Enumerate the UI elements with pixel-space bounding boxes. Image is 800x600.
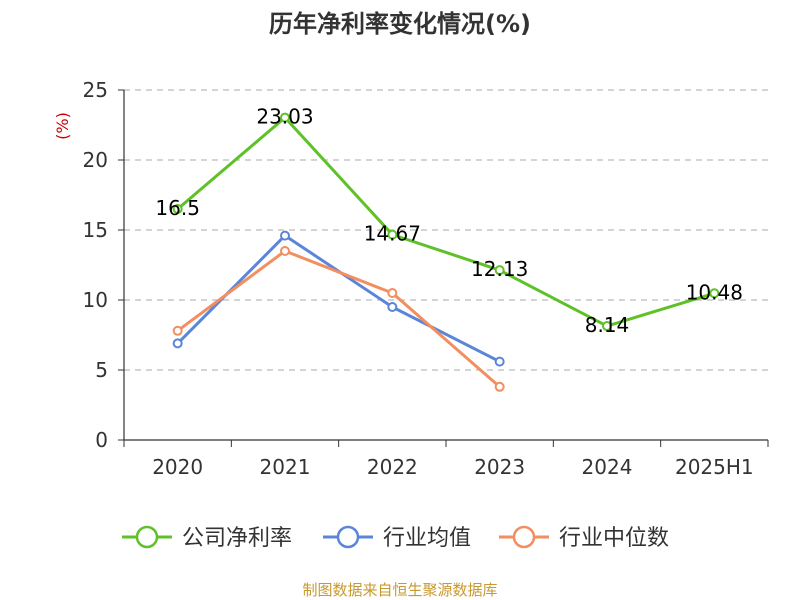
data-point xyxy=(172,338,183,349)
x-tick-label: 2024 xyxy=(582,455,633,479)
axes: 0 5 10 15 20 25 2020 2021 2022 2023 2024 2025H1 xyxy=(83,78,769,479)
series-line-2 xyxy=(176,249,501,388)
y-tick-label: 5 xyxy=(95,358,108,382)
legend-item[interactable]: 公司净利率 xyxy=(122,525,292,551)
data-labels: 16.5 23.03 14.67 12.13 8.14 10.48 xyxy=(155,105,743,337)
x-tick-label: 2022 xyxy=(367,455,418,479)
chart-title: 历年净利率变化情况(%) xyxy=(269,10,531,38)
data-point xyxy=(709,288,720,299)
y-tick-label: 0 xyxy=(95,428,108,452)
legend-item[interactable]: 行业均值 xyxy=(323,525,471,551)
y-axis-label: (%) xyxy=(53,112,72,140)
source-note: 制图数据来自恒生聚源数据库 xyxy=(302,581,497,599)
x-tick-label: 2021 xyxy=(260,455,311,479)
legend-item[interactable]: 行业中位数 xyxy=(499,525,669,551)
data-point xyxy=(280,246,290,256)
series-lines xyxy=(172,112,720,392)
data-point xyxy=(387,288,398,298)
y-tick-label: 25 xyxy=(83,78,108,102)
y-tick-label: 15 xyxy=(83,218,108,242)
legend[interactable]: 公司净利率 行业均值 行业中位数 xyxy=(122,525,669,551)
legend-label: 行业中位数 xyxy=(559,526,669,551)
data-point xyxy=(494,356,505,367)
grid-lines xyxy=(124,89,768,371)
data-point xyxy=(387,302,398,312)
legend-marker xyxy=(336,525,360,549)
legend-label: 行业均值 xyxy=(383,526,471,551)
data-label: 23.03 xyxy=(256,105,313,129)
legend-marker xyxy=(512,525,536,549)
data-point xyxy=(602,321,612,332)
data-point xyxy=(494,265,505,276)
data-label: 10.48 xyxy=(686,280,743,304)
x-tick-label: 2025H1 xyxy=(675,455,754,479)
y-tick-label: 10 xyxy=(83,288,108,312)
data-label: 8.14 xyxy=(585,313,630,337)
x-tick-label: 2023 xyxy=(474,455,525,479)
legend-marker xyxy=(135,525,159,549)
data-point xyxy=(280,230,290,241)
data-point xyxy=(172,325,183,336)
data-point xyxy=(387,229,398,240)
x-tick-label: 2020 xyxy=(152,455,203,479)
series-line-0 xyxy=(176,116,715,328)
data-point xyxy=(494,381,505,392)
legend-label: 公司净利率 xyxy=(182,526,292,551)
data-label: 16.5 xyxy=(155,196,200,220)
data-point xyxy=(280,112,290,123)
y-tick-label: 20 xyxy=(83,148,108,172)
data-label: 14.67 xyxy=(364,222,421,246)
data-label: 12.13 xyxy=(471,257,528,281)
data-point xyxy=(172,204,183,214)
